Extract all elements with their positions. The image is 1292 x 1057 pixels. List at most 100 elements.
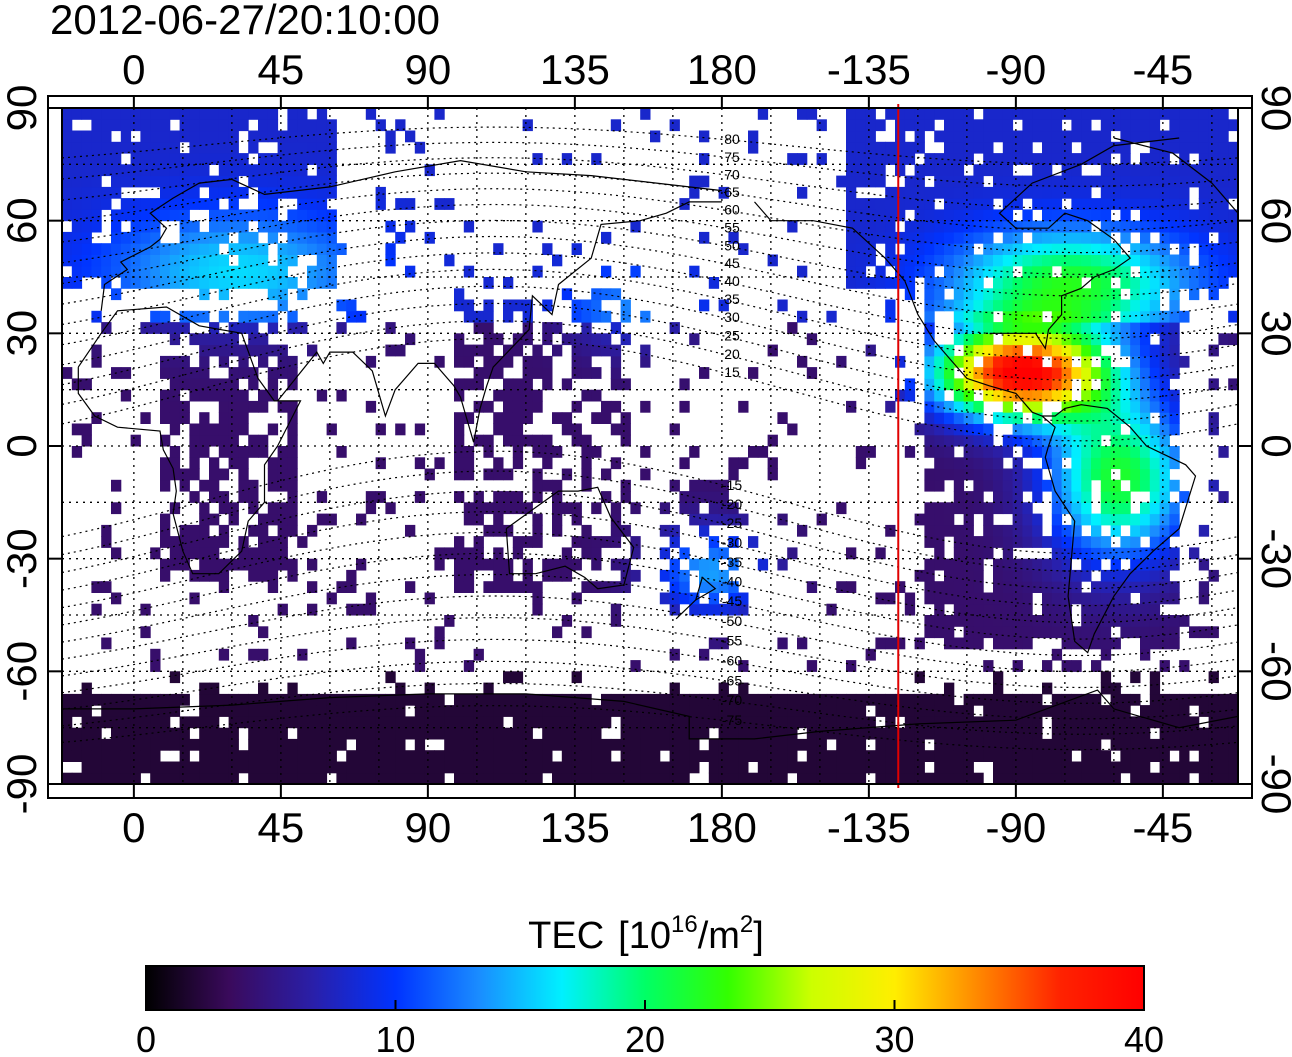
tec-cell [287, 130, 298, 143]
tec-cell [267, 310, 279, 323]
tec-cell [679, 716, 690, 729]
tec-cell [1140, 727, 1151, 740]
tec-cell [1042, 558, 1053, 571]
tec-cell [934, 299, 945, 312]
tec-cell [944, 468, 955, 481]
tec-cell [522, 772, 533, 784]
tec-cell [209, 738, 220, 751]
tec-cell [375, 423, 386, 436]
tec-cell [434, 772, 445, 784]
tec-cell [179, 727, 190, 740]
tec-cell [1071, 220, 1082, 233]
tec-cell [865, 175, 876, 188]
tec-cell [953, 761, 965, 774]
tec-cell [62, 254, 73, 267]
tec-cell [1012, 186, 1023, 199]
tec-cell [1228, 141, 1238, 154]
magnetic-contour [62, 638, 1238, 704]
tec-cell [1022, 175, 1033, 188]
tec-cell [1110, 119, 1121, 132]
tec-cell [101, 637, 112, 650]
tec-cell [424, 693, 435, 706]
tec-cell [1198, 108, 1210, 120]
tec-cell [561, 693, 573, 706]
tec-cell [91, 727, 102, 740]
tec-cell [1159, 367, 1170, 379]
tec-cell [1159, 479, 1170, 492]
tec-cell [248, 524, 259, 537]
tec-cell [111, 119, 122, 132]
tec-cell [669, 705, 680, 717]
tec-cell [228, 772, 239, 784]
tec-cell [1022, 558, 1033, 571]
tec-cell [1110, 423, 1121, 436]
tec-cell [1071, 299, 1082, 312]
tec-cell [405, 772, 416, 784]
tec-cell [885, 705, 896, 717]
tec-cell [748, 446, 759, 458]
tec-cell [473, 716, 484, 729]
tec-cell [1012, 626, 1023, 639]
tec-cell [993, 772, 1004, 784]
tec-cell [875, 727, 886, 740]
tec-cell [267, 727, 279, 740]
tec-cell [395, 761, 406, 774]
tec-cell [885, 108, 896, 120]
tec-cell [1061, 738, 1072, 751]
tec-cell [846, 750, 857, 762]
tec-cell [258, 446, 269, 458]
tec-cell [944, 186, 955, 199]
tec-cell [1002, 547, 1014, 560]
tec-cell [218, 693, 230, 706]
tec-cell [659, 738, 671, 751]
tec-cell [267, 569, 279, 582]
tec-cell [895, 209, 906, 222]
tec-cell [1120, 265, 1131, 278]
tec-cell [248, 750, 259, 762]
tec-cell [963, 322, 974, 334]
tec-cell [512, 693, 524, 706]
tec-cell [973, 412, 984, 424]
tec-cell [463, 581, 475, 593]
tec-cell [463, 727, 475, 740]
tec-cell [865, 716, 876, 729]
tec-cell [1081, 231, 1092, 244]
tec-cell [1130, 468, 1141, 481]
tec-cell [1042, 119, 1053, 132]
tec-cell [1022, 423, 1033, 436]
tec-cell [150, 153, 161, 165]
tec-cell [1198, 186, 1210, 199]
tec-cell [1120, 367, 1131, 379]
tec-cell [846, 772, 857, 784]
tec-cell [238, 457, 249, 470]
tec-cell [718, 772, 729, 784]
tec-cell [1140, 479, 1151, 492]
tec-cell [248, 108, 259, 120]
tec-cell [307, 186, 318, 199]
tec-cell [169, 367, 181, 379]
tec-cell [953, 479, 965, 492]
tec-cell [944, 434, 955, 447]
tec-cell [1130, 513, 1141, 526]
tec-cell [179, 761, 190, 774]
tec-cell [1140, 378, 1151, 391]
tec-cell [1091, 322, 1102, 334]
tec-cell [1051, 333, 1063, 346]
tec-cell [699, 569, 710, 582]
tec-cell [120, 716, 132, 729]
tec-cell [738, 738, 749, 751]
tec-cell [1169, 108, 1180, 120]
tec-cell [1042, 322, 1053, 334]
tec-cell [953, 772, 965, 784]
tec-cell [1189, 761, 1200, 774]
tec-cell [522, 536, 533, 548]
tec-cell [924, 558, 935, 571]
tec-cell [581, 367, 592, 379]
tec-cell [179, 772, 190, 784]
tec-cell [836, 716, 847, 729]
tec-cell [689, 333, 700, 346]
tec-cell [1140, 389, 1151, 402]
tec-cell [1022, 772, 1033, 784]
tec-cell [836, 581, 847, 593]
tec-cell [542, 738, 553, 751]
